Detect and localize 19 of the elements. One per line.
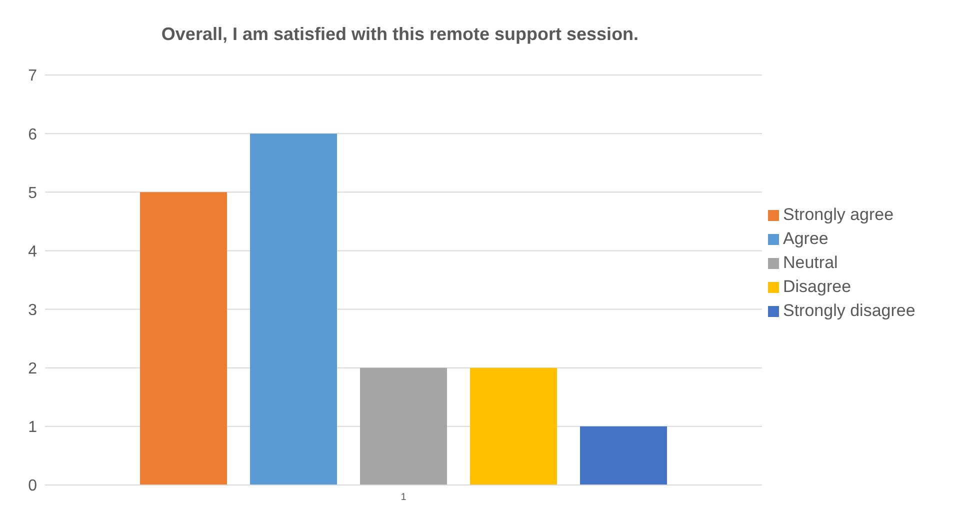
- bar: [360, 368, 447, 485]
- legend-label: Neutral: [783, 252, 838, 272]
- bar: [580, 426, 667, 485]
- chart-title: Overall, I am satisfied with this remote support session.: [160, 24, 640, 45]
- legend-label: Disagree: [783, 276, 852, 296]
- y-tick-label: 1: [28, 419, 38, 436]
- y-tick-label: 5: [28, 184, 38, 202]
- y-tick-label: 0: [28, 478, 38, 495]
- legend-label: Strongly disagree: [783, 300, 916, 320]
- y-tick-label: 7: [28, 68, 38, 85]
- y-tick-label: 6: [28, 126, 38, 144]
- bar: [250, 134, 337, 485]
- y-tick-label: 4: [28, 243, 38, 260]
- legend-label: Strongly agree: [783, 204, 894, 224]
- y-tick-label: 3: [28, 302, 38, 319]
- bar: [140, 192, 227, 485]
- bar: [470, 368, 557, 485]
- legend-label: Agree: [783, 228, 828, 248]
- y-tick-label: 2: [28, 360, 38, 378]
